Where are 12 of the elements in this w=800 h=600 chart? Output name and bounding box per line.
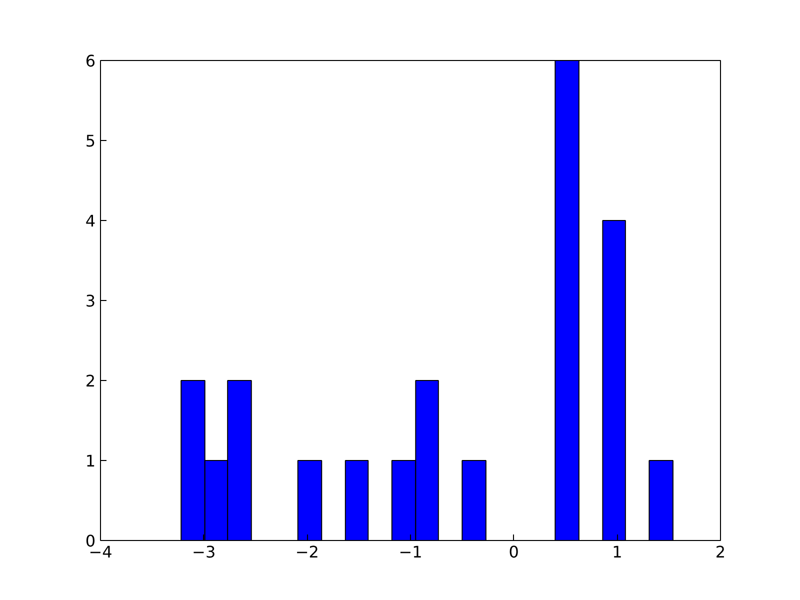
- y-tick-label: 3: [85, 292, 96, 310]
- y-tick-label: 5: [85, 132, 96, 150]
- y-tick-label: 6: [85, 52, 96, 70]
- y-tick-label: 4: [85, 212, 96, 230]
- x-tick-label: −3: [192, 542, 216, 562]
- x-tick-label: 2: [715, 542, 726, 562]
- y-tick-label: 2: [85, 372, 96, 390]
- x-tick-label: 1: [612, 542, 622, 562]
- y-tick-label: 1: [85, 452, 96, 470]
- x-tick-label: −1: [398, 542, 422, 562]
- x-tick-label: 0: [508, 542, 519, 562]
- x-tick-label: −2: [295, 542, 319, 562]
